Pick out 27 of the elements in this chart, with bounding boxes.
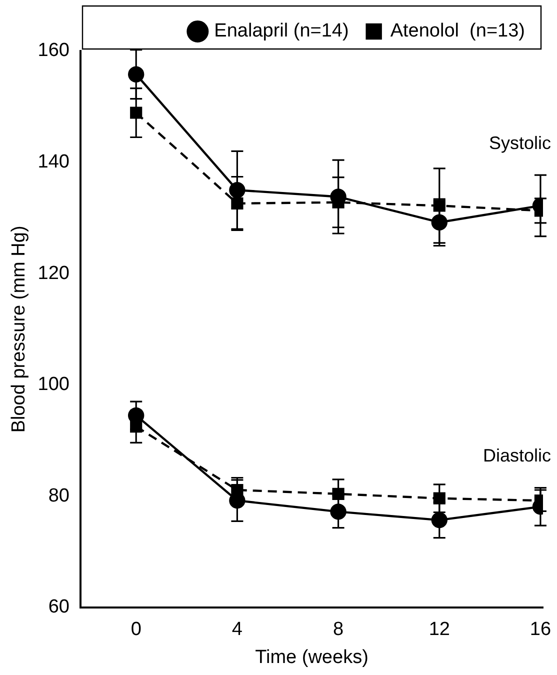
point [431,214,448,230]
x-tick-label: 16 [530,619,552,640]
point [231,197,244,210]
point [229,182,246,198]
point [433,200,446,212]
x-tick-label: 4 [232,619,243,640]
x-tick-label: 12 [428,619,450,640]
legend-label: Enalapril (n=14) [214,20,349,42]
y-tick-label: 60 [48,596,70,618]
x-tick-label: 0 [130,619,142,640]
y-tick-label: 100 [38,374,70,396]
point [332,488,344,500]
point [433,492,446,504]
y-axis-title: Blood pressure (mm Hg) [8,226,30,433]
annotation: Systolic [488,133,551,154]
y-tick-label: 160 [38,40,70,62]
x-axis-title: Time (weeks) [255,646,368,668]
y-tick-label: 80 [48,485,70,506]
point [130,106,142,119]
y-tick-label: 120 [38,262,70,284]
annotation: Diastolic [482,446,551,466]
y-tick-label: 140 [38,152,70,173]
point [128,66,144,82]
legend-label: Atenolol (n=13) [390,20,525,42]
x-tick-label: 8 [333,619,344,640]
point [431,512,448,528]
point [330,504,346,520]
